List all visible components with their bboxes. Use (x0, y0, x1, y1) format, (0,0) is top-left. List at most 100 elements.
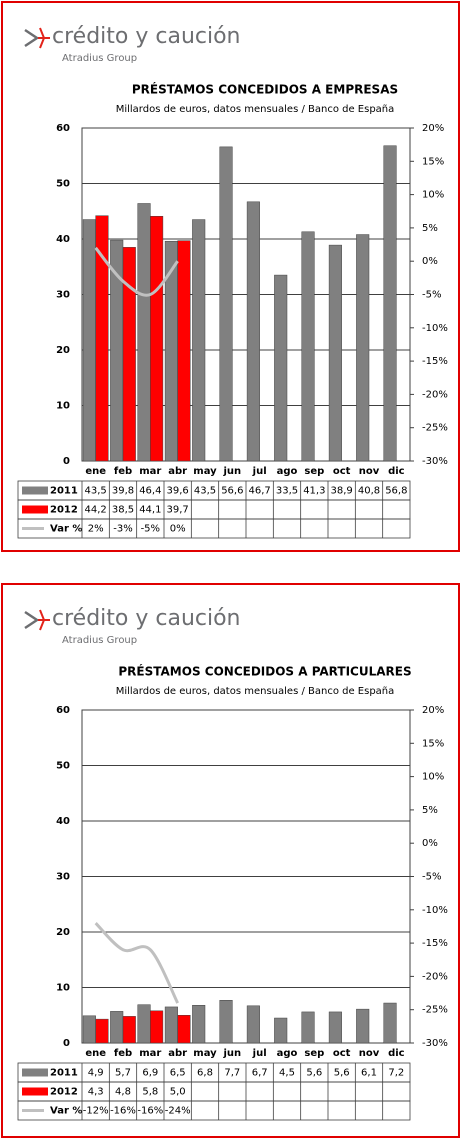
panel-border (1, 583, 460, 1138)
bar (122, 1016, 136, 1044)
y2-tick-label: 0% (422, 838, 438, 849)
bar (95, 1018, 109, 1044)
data-label: 4,9 (88, 1068, 104, 1079)
data-label: 6,8 (197, 1068, 213, 1079)
legend-label: 2012 (50, 505, 78, 516)
brand-name: crédito y caución (52, 24, 241, 49)
data-label: -5% (141, 524, 160, 535)
bar (95, 215, 109, 462)
y-tick-label: 0 (63, 456, 70, 467)
y2-tick-label: 5% (422, 223, 438, 234)
chart-subtitle: Millardos de euros, datos mensuales / Ba… (116, 686, 395, 697)
data-label: 39,7 (167, 505, 189, 516)
bar (82, 219, 96, 462)
y2-tick-label: -15% (422, 356, 448, 367)
y2-tick-label: 10% (422, 190, 444, 201)
panel-border (1, 1, 460, 552)
bar (301, 231, 315, 462)
table-row (17, 518, 411, 539)
y2-tick-label: 20% (422, 705, 444, 716)
y2-tick-label: 20% (422, 123, 444, 134)
y2-tick-label: -25% (422, 1005, 448, 1016)
legend-swatch (22, 1087, 48, 1096)
x-tick-label: ene (85, 466, 106, 477)
bar (137, 1004, 151, 1044)
bar (328, 244, 342, 462)
x-tick-label: may (193, 1048, 217, 1059)
y-tick-label: 10 (56, 983, 70, 994)
y-tick-label: 40 (56, 234, 70, 245)
y-tick-label: 30 (56, 290, 70, 301)
y2-tick-label: 5% (422, 805, 438, 816)
data-label: 33,5 (276, 486, 298, 497)
y-tick-label: 20 (56, 927, 70, 938)
y2-tick-label: -15% (422, 938, 448, 949)
bar (219, 146, 233, 462)
y2-tick-label: -30% (422, 456, 448, 467)
x-tick-label: may (193, 466, 217, 477)
data-label: 5,6 (306, 1068, 322, 1079)
line (94, 922, 180, 1004)
y-tick-label: 20 (56, 345, 70, 356)
bar (164, 1006, 178, 1044)
y-tick-label: 0 (63, 1038, 70, 1049)
data-label: 5,6 (334, 1068, 350, 1079)
legend-swatch (22, 505, 48, 514)
plot-border (81, 127, 411, 462)
data-label: 6,5 (170, 1068, 186, 1079)
data-label: 4,5 (279, 1068, 295, 1079)
data-label: 4,8 (115, 1087, 131, 1098)
logo-icon (38, 27, 50, 49)
bar (246, 201, 260, 462)
y2-tick-label: 15% (422, 738, 444, 749)
x-tick-label: abr (168, 466, 187, 477)
y2-tick-label: -20% (422, 389, 448, 400)
data-label: 7,2 (388, 1068, 404, 1079)
y2-tick-label: -5% (422, 872, 441, 883)
y2-tick-label: 0% (422, 256, 438, 267)
bar (110, 1011, 124, 1044)
bar (82, 1015, 96, 1044)
data-label: 44,1 (139, 505, 161, 516)
data-label: 44,2 (85, 505, 107, 516)
data-label: -3% (113, 524, 132, 535)
x-tick-label: oct (333, 466, 351, 477)
legend-swatch (22, 486, 48, 495)
logo-icon (24, 28, 40, 48)
data-label: 0% (170, 524, 186, 535)
bar (383, 145, 397, 462)
bar (122, 247, 136, 462)
data-label: 38,9 (331, 486, 353, 497)
x-tick-label: sep (304, 1048, 324, 1059)
x-tick-label: sep (304, 466, 324, 477)
legend-label: Var % (50, 1106, 82, 1117)
bar (301, 1011, 315, 1044)
bar (246, 1005, 260, 1044)
table-row (17, 1100, 411, 1121)
x-tick-label: oct (333, 1048, 351, 1059)
y-tick-label: 30 (56, 872, 70, 883)
data-label: -12% (83, 1106, 109, 1117)
x-tick-label: nov (359, 466, 380, 477)
data-label: 4,3 (88, 1087, 104, 1098)
brand-tagline: Atradius Group (62, 635, 137, 646)
y2-tick-label: -20% (422, 971, 448, 982)
y2-tick-label: 15% (422, 156, 444, 167)
x-tick-label: dic (388, 466, 405, 477)
data-label: 43,5 (85, 486, 107, 497)
bar (356, 1008, 370, 1044)
x-tick-label: ago (277, 466, 298, 477)
y2-tick-label: -30% (422, 1038, 448, 1049)
data-label: 5,7 (115, 1068, 131, 1079)
brand-name: crédito y caución (52, 606, 241, 631)
data-label: 43,5 (194, 486, 216, 497)
data-label: 56,8 (385, 486, 407, 497)
data-label: 38,5 (112, 505, 134, 516)
data-label: 39,6 (167, 486, 189, 497)
legend-swatch (22, 1068, 48, 1077)
x-tick-label: dic (388, 1048, 405, 1059)
data-label: 6,9 (142, 1068, 158, 1079)
bar (383, 1002, 397, 1044)
y2-tick-label: -25% (422, 423, 448, 434)
